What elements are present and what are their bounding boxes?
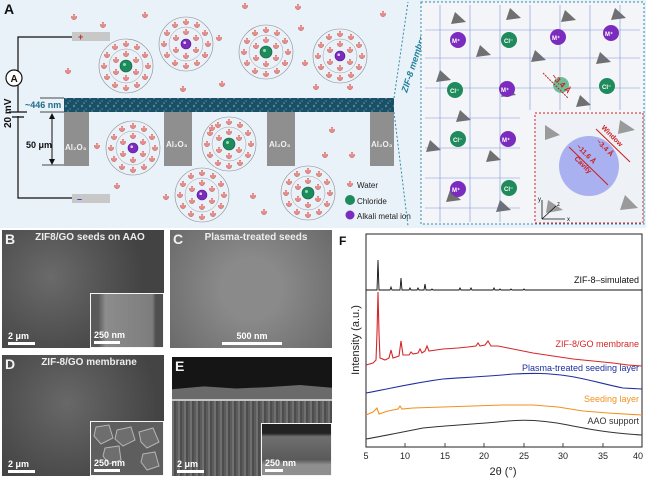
panel-b-inset: 250 nm [90,293,164,348]
svg-text:Cl⁻: Cl⁻ [450,89,459,95]
panel-label-c: C [173,231,184,247]
water-molecule-icon [346,180,354,188]
ammeter-icon [5,69,23,87]
svg-text:25: 25 [519,451,529,461]
series-plasma-treated-seeding-layer [365,372,643,394]
panel-label-f: F [339,234,346,248]
svg-text:Alkali metal ion: Alkali metal ion [357,212,411,221]
circuit [17,36,72,199]
svg-text:Chloride: Chloride [357,197,387,206]
svg-text:10: 10 [400,451,410,461]
svg-text:Al₂O₃: Al₂O₃ [371,140,393,149]
hydrated-metal-ion [159,17,213,71]
svg-text:y: y [538,197,541,203]
panel-c-sem: C Plasma-treated seeds 500 nm [170,230,332,348]
svg-text:Al₂O₃: Al₂O₃ [269,140,291,149]
svg-text:ZIF-8/GO membrane: ZIF-8/GO membrane [555,339,639,349]
svg-text:15: 15 [440,451,450,461]
panel-label-e: E [175,358,185,374]
x-tick-labels: 5 10 15 20 25 30 35 40 [363,451,643,461]
series-seeding-layer [365,404,643,416]
svg-text:Cl⁻: Cl⁻ [504,187,513,193]
svg-text:–: – [77,194,82,204]
svg-text:ZIF-8–simulated: ZIF-8–simulated [574,275,639,285]
ion-transport-schematic: + – A 20 mV ~446 nm 50 μm Al₂O₃ Al₂O₃ Al… [3,1,645,227]
svg-text:20 mV: 20 mV [3,98,14,128]
alumina-pillars: Al₂O₃ Al₂O₃ Al₂O₃ Al₂O₃ [64,112,394,166]
panel-c-title: Plasma-treated seeds [204,232,308,243]
x-axis-label: 2θ (°) [489,466,516,478]
plot-frame [365,233,643,448]
svg-text:Seeding layer: Seeding layer [584,394,639,404]
svg-text:Al₂O₃: Al₂O₃ [166,140,188,149]
legend: Water Chloride Alkali metal ion [345,180,411,221]
svg-text:z: z [557,202,560,208]
svg-text:~446 nm: ~446 nm [25,100,61,110]
panel-d-sem: D ZIF-8/GO membrane 250 nm 2 μm [2,355,164,476]
svg-text:x: x [567,217,570,223]
panel-label-b: B [5,231,16,247]
hydrated-chloride-ion [281,166,335,220]
axes-icon [541,200,565,220]
series-zif8-simulated [366,259,642,291]
hydrated-chloride-ion [202,117,256,171]
svg-text:Al₂O₃: Al₂O₃ [65,143,87,152]
panel-b-title: ZIF8/GO seeds on AAO [35,232,145,243]
svg-text:20: 20 [479,451,489,461]
svg-text:35: 35 [598,451,608,461]
svg-text:Water: Water [357,181,378,190]
svg-text:40: 40 [633,451,643,461]
svg-text:Cl⁻: Cl⁻ [504,39,513,45]
panel-b-sem: B ZIF8/GO seeds on AAO 250 nm 2 μm [2,230,164,348]
hydrated-chloride-ion [99,39,153,93]
svg-text:M⁺: M⁺ [501,87,509,94]
svg-text:5: 5 [363,451,368,461]
zif8-membrane-layer [64,98,394,112]
panel-d-title: ZIF-8/GO membrane [41,357,137,368]
y-axis-label: Intensity (a.u.) [350,305,362,375]
svg-text:Plasma-treated seeding layer: Plasma-treated seeding layer [522,363,639,373]
svg-text:Cl⁻: Cl⁻ [602,85,611,91]
panel-d-inset: 250 nm [90,421,164,476]
svg-text:M⁺: M⁺ [552,35,560,42]
cavity-window-inset: Window ~3.4 Å ~11.6 Å Cavity x y z [534,112,644,224]
hydrated-metal-ion [313,29,367,83]
svg-text:50 μm: 50 μm [26,140,52,150]
panel-label-a: A [4,1,15,17]
svg-text:AAO support: AAO support [587,416,639,426]
chloride-ion-icon [345,195,355,205]
svg-text:Cl⁻: Cl⁻ [453,138,462,144]
panel-f-xrd-chart: F ZIF-8–simulated ZIF-8/GO membrane Plas… [333,228,646,480]
svg-text:M⁺: M⁺ [452,38,460,45]
hydrated-metal-ion [106,121,160,175]
panel-a-schematic: A [0,0,646,228]
svg-text:M⁺: M⁺ [452,187,460,194]
alkali-ion-icon [345,210,355,220]
panel-e-sem: E 250 nm 2 μm [172,357,332,476]
series-zif8-go-membrane [365,291,643,367]
series-aao-support [365,419,643,440]
svg-text:M⁺: M⁺ [502,137,510,144]
hydrated-metal-ion [175,168,229,222]
svg-text:A: A [11,74,18,85]
electrode-negative [72,194,110,203]
svg-text:30: 30 [558,451,568,461]
zif8-framework-view: M⁺ Cl⁻ M⁺ M⁺ Cl⁻ M⁺ Cl⁻ Cl⁻ M⁺ M⁺ Cl⁻ ~3… [420,1,645,225]
svg-text:+: + [78,32,83,42]
panel-e-inset: 250 nm [261,423,332,476]
electrode-positive [72,32,110,41]
svg-text:M⁺: M⁺ [605,31,613,38]
panel-label-d: D [5,356,16,372]
hydrated-chloride-ion [239,25,293,79]
